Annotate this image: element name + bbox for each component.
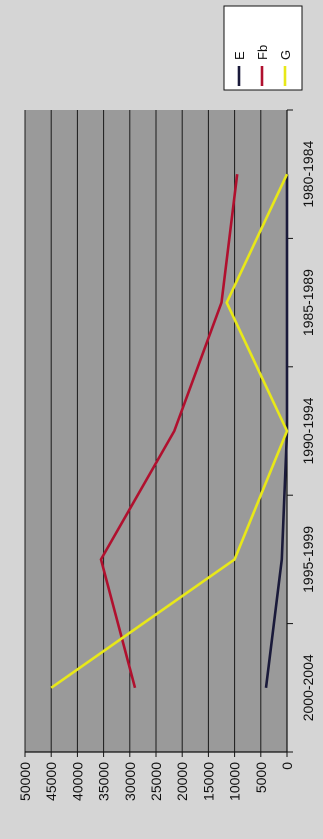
series-line-fb — [99, 174, 239, 689]
gridlines — [24, 110, 288, 752]
y-tick-label: 5000 — [253, 762, 269, 793]
y-tick-label: 35000 — [96, 762, 112, 801]
y-tick-label: 10000 — [227, 762, 243, 801]
y-tick-label: 40000 — [69, 762, 85, 801]
legend-label: G — [278, 50, 293, 60]
x-tick-label: 2000-2004 — [300, 654, 316, 721]
y-tick-label: 15000 — [200, 762, 216, 801]
y-axis-tick-labels: 0 5000 10000 15000 20000 25000 30000 35000 40000… — [17, 762, 295, 801]
x-tick-label: 1980-1984 — [300, 141, 316, 208]
x-tick-label: 1985-1989 — [300, 269, 316, 336]
y-tick-label: 25000 — [148, 762, 164, 801]
y-tick-label: 0 — [279, 762, 295, 770]
legend-label: Fb — [255, 45, 270, 60]
y-tick-label: 50000 — [17, 762, 33, 801]
series-lines — [50, 173, 289, 689]
y-tick-label: 20000 — [174, 762, 190, 801]
legend: E Fb G — [223, 5, 303, 91]
legend-label: E — [232, 51, 247, 60]
y-tick-label: 45000 — [43, 762, 59, 801]
series-fb — [99, 174, 239, 689]
x-tick-label: 1990-1994 — [300, 397, 316, 464]
x-axis-tick-labels: 1980-1984 1985-1989 1990-1994 1995-1999 2000… — [300, 141, 316, 722]
y-tick-label: 30000 — [122, 762, 138, 801]
x-tick-label: 1995-1999 — [300, 526, 316, 593]
series-g — [50, 173, 289, 689]
